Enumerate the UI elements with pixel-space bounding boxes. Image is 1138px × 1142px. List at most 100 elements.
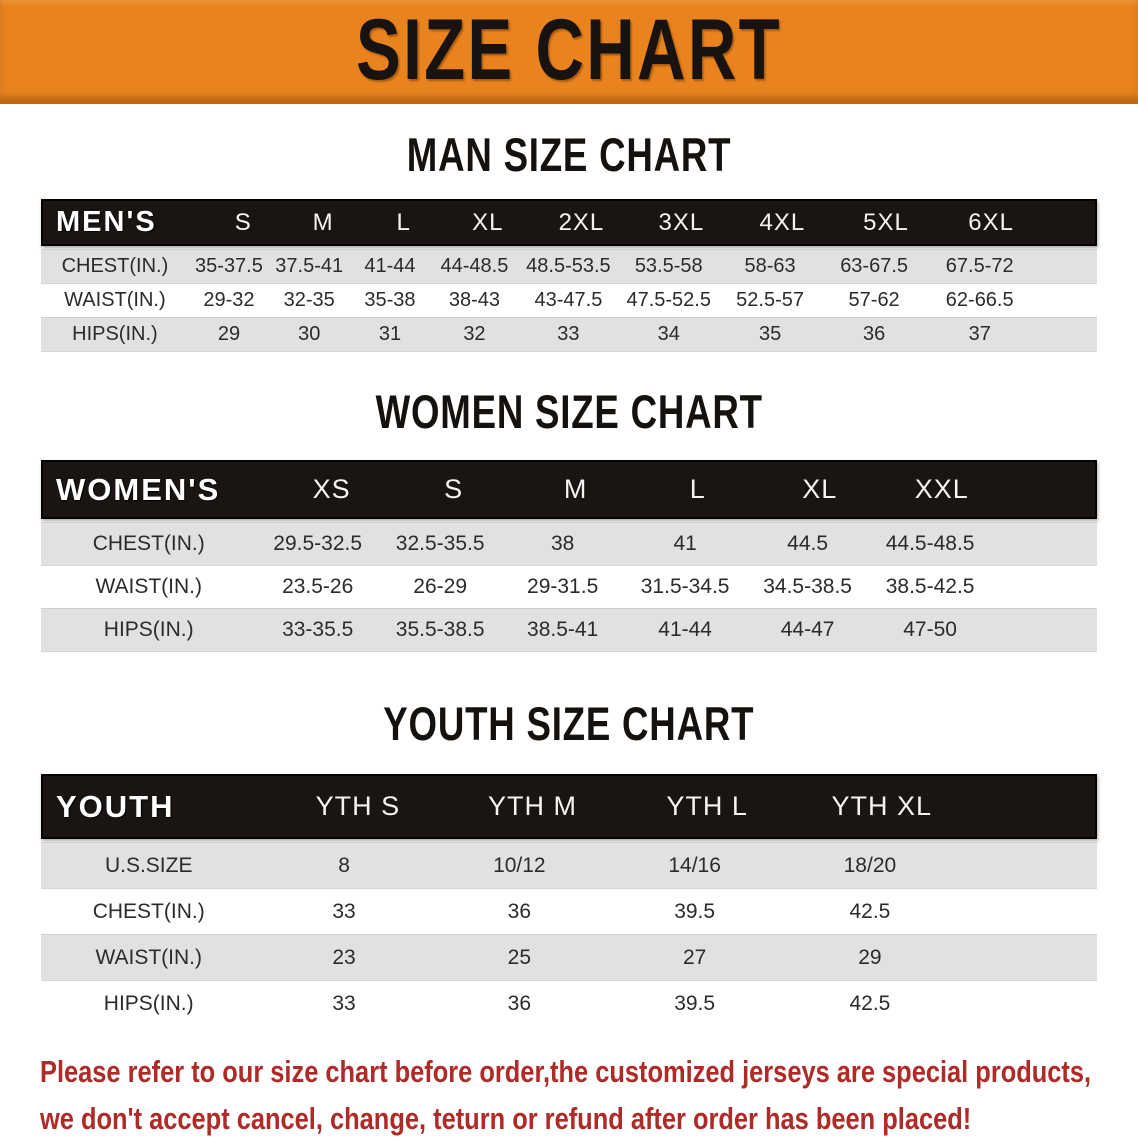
men-column-header: 3XL: [658, 208, 705, 236]
row-label: CHEST(IN.): [41, 249, 189, 284]
size-value: 27: [606, 934, 783, 981]
size-value: 48.5-53.5: [518, 249, 619, 284]
size-value: 8: [256, 842, 432, 889]
women-column-header: S: [444, 474, 464, 504]
size-value: 39.5: [674, 991, 716, 1015]
men-section-heading: MAN SIZE CHART: [0, 131, 1138, 179]
notice-line-1: Please refer to our size chart before or…: [40, 1048, 1138, 1095]
youth-column-header: YTH XL: [831, 791, 933, 821]
row-spacer: [958, 889, 1097, 935]
size-value: 35-38: [364, 289, 416, 311]
banner-title: SIZE CHART: [296, 7, 842, 93]
women-size-table: WOMEN'S XS S M L XL XXL CHEST(IN.) 29.5-32.5 32.5…: [41, 460, 1097, 652]
size-value: 32: [430, 317, 519, 352]
row-spacer: [1033, 284, 1098, 318]
order-notice: Please refer to our size chart before or…: [40, 1048, 1138, 1142]
size-value: 67.5-72: [926, 249, 1033, 284]
size-value: 58-63: [718, 249, 822, 284]
size-value: 38.5-41: [501, 608, 624, 652]
size-value: 35-37.5: [188, 249, 270, 284]
notice-line-1-text: Please refer to our size chart before or…: [40, 1054, 1092, 1089]
size-value: 34: [618, 317, 719, 352]
size-value: 33: [332, 899, 356, 923]
size-value: 53.5-58: [618, 249, 719, 284]
row-spacer: [1032, 317, 1097, 352]
youth-table-header-bar: YOUTH YTH S YTH M YTH L YTH XL: [41, 774, 1097, 839]
youth-row-waistin: WAIST(IN.) 23 25 27 29: [41, 934, 1097, 981]
youth-row-ussize: U.S.SIZE 8 10/12 14/16 18/20: [41, 842, 1097, 889]
row-label: HIPS(IN.): [41, 317, 189, 352]
women-row-hipsin: HIPS(IN.) 33-35.5 35.5-38.5 38.5-41 41-44 44-…: [41, 608, 1097, 652]
women-section-heading: WOMEN SIZE CHART: [0, 388, 1138, 436]
men-table-body: CHEST(IN.) 35-37.5 37.5-41 41-44 44-48.5 48.5…: [41, 249, 1097, 352]
men-table-header-bar: MEN'S S M L XL 2XL 3XL 4XL 5XL 6XL: [41, 199, 1097, 246]
row-label: HIPS(IN.): [103, 991, 194, 1015]
size-value: 41: [623, 522, 747, 566]
size-value: 32-35: [283, 289, 335, 311]
row-label: CHEST(IN.): [41, 522, 257, 566]
size-value: 38-43: [448, 289, 501, 311]
size-value: 63-67.5: [821, 249, 927, 284]
size-value: 29: [782, 934, 958, 981]
size-tables-container: MAN SIZE CHART MEN'S S M L XL 2XL 3XL 4XL 5XL 6XL C…: [0, 131, 1138, 1026]
size-value: 33: [332, 991, 356, 1015]
size-value: 42.5: [849, 991, 891, 1015]
youth-corner-label: YOUTH: [56, 788, 175, 824]
youth-table-body: U.S.SIZE 8 10/12 14/16 18/20 CHEST(IN.) 33 36 39…: [41, 842, 1097, 1026]
row-spacer: [1032, 249, 1097, 284]
row-spacer: [991, 566, 1097, 609]
men-column-header: 2XL: [558, 208, 605, 236]
size-value: 29: [188, 317, 270, 352]
size-value: 44.5-48.5: [868, 522, 992, 566]
youth-row-chestin: CHEST(IN.) 33 36 39.5 42.5: [41, 889, 1097, 935]
women-table-header-bar: WOMEN'S XS S M L XL XXL: [41, 460, 1097, 519]
size-value: 37.5-41: [269, 249, 350, 284]
row-label: U.S.SIZE: [41, 842, 257, 889]
row-spacer: [991, 608, 1097, 652]
youth-column-header: YTH S: [315, 791, 401, 821]
row-label: WAIST(IN.): [41, 934, 257, 981]
size-value: 39.5: [674, 899, 716, 923]
size-value: 35.5-38.5: [378, 608, 502, 652]
size-value: 52.5-57: [736, 289, 805, 311]
youth-section-heading-text: YOUTH SIZE CHART: [383, 697, 755, 750]
size-value: 14/16: [606, 842, 783, 889]
men-column-header: 6XL: [968, 208, 1014, 236]
size-value: 37: [926, 317, 1033, 352]
women-row-chestin: CHEST(IN.) 29.5-32.5 32.5-35.5 38 41 44.5 44.5…: [41, 522, 1097, 566]
size-value: 18/20: [782, 842, 958, 889]
size-value: 26-29: [413, 575, 468, 598]
men-size-table: MEN'S S M L XL 2XL 3XL 4XL 5XL 6XL CHEST(IN.) 35-37…: [41, 199, 1097, 352]
size-value: 43-47.5: [534, 289, 603, 311]
size-value: 42.5: [849, 899, 891, 923]
size-value: 62-66.5: [945, 289, 1014, 311]
size-value: 29.5-32.5: [256, 522, 379, 566]
row-spacer: [957, 842, 1097, 889]
men-column-header: XL: [472, 208, 504, 236]
size-value: 41-44: [623, 608, 747, 652]
size-value: 36: [507, 991, 532, 1015]
youth-size-table: YOUTH YTH S YTH M YTH L YTH XL U.S.SIZE 8 10/12…: [41, 774, 1097, 1026]
men-row-chestin: CHEST(IN.) 35-37.5 37.5-41 41-44 44-48.5 48.5…: [41, 249, 1097, 284]
banner-title-text: SIZE CHART: [356, 1, 782, 98]
size-value: 36: [821, 317, 927, 352]
size-chart-banner: SIZE CHART: [0, 0, 1138, 104]
row-spacer: [958, 981, 1097, 1027]
men-row-waistin: WAIST(IN.) 29-32 32-35 35-38 38-43 43-47.5 47.…: [41, 284, 1097, 318]
size-value: 38: [501, 522, 624, 566]
men-corner-label: MEN'S: [56, 206, 157, 238]
size-value: 38.5-42.5: [885, 575, 975, 598]
women-column-header: XXL: [914, 474, 969, 504]
size-value: 47-50: [868, 608, 992, 652]
size-value: 35: [718, 317, 822, 352]
women-column-header: XL: [802, 474, 838, 504]
size-value: 25: [431, 934, 607, 981]
row-spacer: [957, 934, 1097, 981]
row-label: WAIST(IN.): [64, 289, 166, 311]
size-value: 33: [518, 317, 619, 352]
women-row-waistin: WAIST(IN.) 23.5-26 26-29 29-31.5 31.5-34.5 34…: [41, 566, 1097, 609]
size-value: 31: [349, 317, 431, 352]
size-value: 34.5-38.5: [763, 575, 852, 598]
size-value: 30: [269, 317, 350, 352]
row-spacer: [991, 522, 1097, 566]
